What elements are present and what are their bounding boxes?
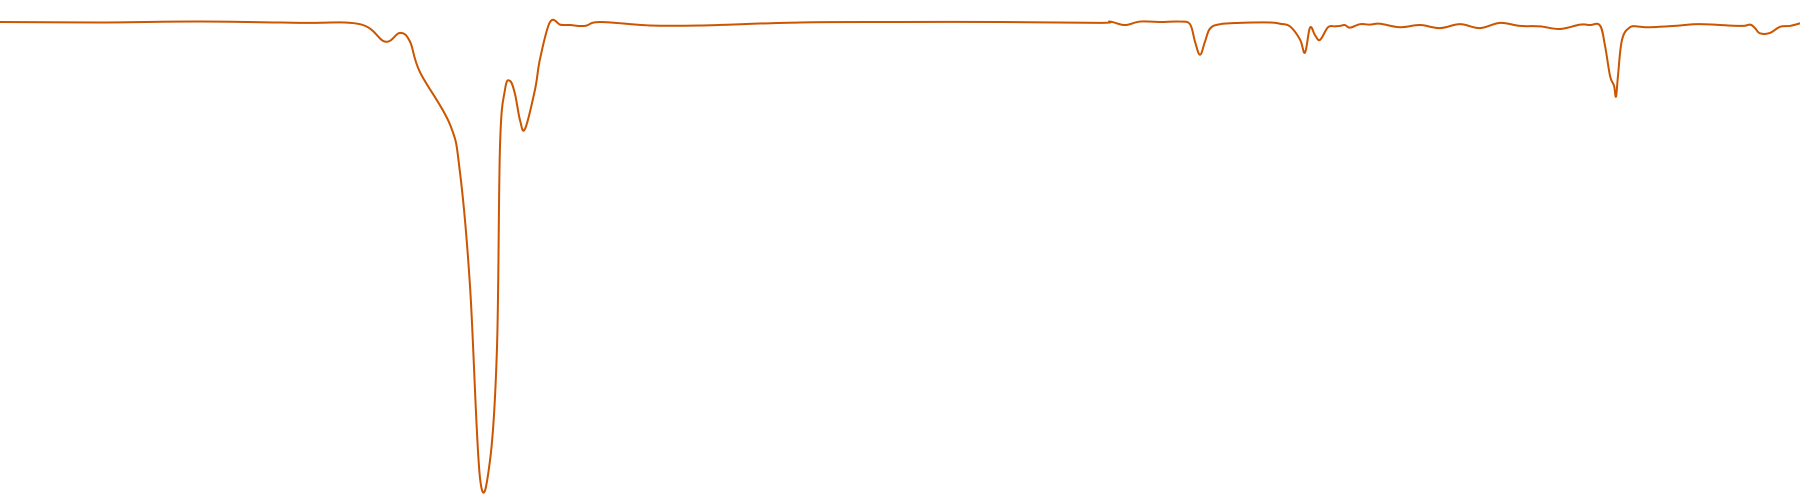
plot-area [0, 18, 1800, 494]
series-line-0 [0, 18, 1800, 494]
